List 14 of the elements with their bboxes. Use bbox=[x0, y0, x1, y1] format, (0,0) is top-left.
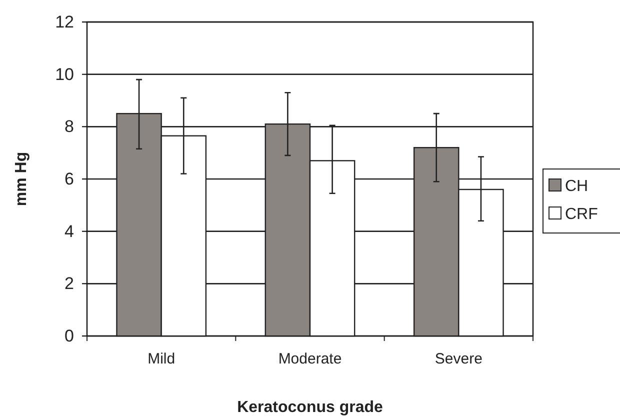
y-tick-label: 8 bbox=[64, 117, 74, 136]
y-tick-label: 0 bbox=[64, 326, 74, 346]
y-tick-label: 6 bbox=[64, 169, 74, 188]
y-axis-title: mm Hg bbox=[13, 152, 30, 206]
y-tick-label: 2 bbox=[64, 274, 74, 294]
y-tick-label: 4 bbox=[64, 222, 74, 241]
legend-label: CH bbox=[565, 178, 588, 195]
x-tick-label: Severe bbox=[434, 350, 482, 368]
x-axis-title: Keratoconus grade bbox=[237, 399, 384, 416]
legend-label: CRF bbox=[565, 206, 598, 223]
y-tick-label: 12 bbox=[55, 12, 74, 32]
x-tick-label: Moderate bbox=[278, 350, 342, 368]
y-tick-label: 10 bbox=[55, 64, 74, 84]
x-tick-label: Mild bbox=[148, 350, 176, 368]
